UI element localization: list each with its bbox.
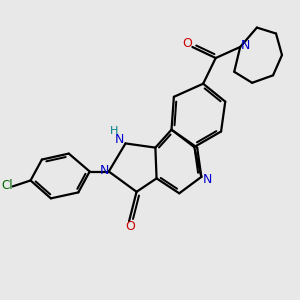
Text: N: N — [202, 173, 212, 186]
Text: O: O — [125, 220, 135, 233]
Text: H: H — [110, 127, 118, 136]
Text: N: N — [99, 164, 109, 177]
Text: O: O — [182, 37, 192, 50]
Text: N: N — [114, 133, 124, 146]
Text: N: N — [241, 39, 250, 52]
Text: Cl: Cl — [2, 179, 14, 192]
